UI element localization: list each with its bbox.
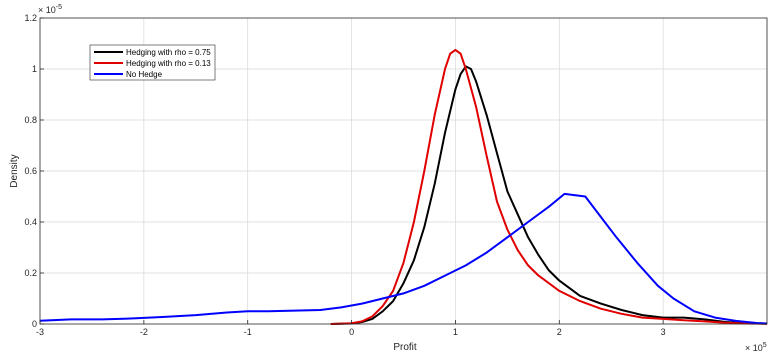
legend-label-1: Hedging with rho = 0.75: [126, 48, 211, 57]
x-axis-label: Profit: [393, 342, 417, 353]
y-axis-label: Density: [9, 154, 20, 187]
series-line-2: [330, 48, 768, 325]
y-exponent-base: × 10: [38, 5, 56, 15]
y-tick-label: 0.4: [24, 217, 37, 227]
series-line-1: [330, 65, 768, 325]
legend: Hedging with rho = 0.75 Hedging with rho …: [89, 44, 216, 81]
x-exponent-base: × 10: [745, 343, 763, 353]
x-tick-label: 0: [349, 327, 354, 337]
y-tick-label: 0.8: [24, 115, 37, 125]
y-tick-label: 0.2: [24, 268, 37, 278]
y-tick-label: 0.6: [24, 166, 37, 176]
legend-label-3: No Hedge: [126, 70, 163, 79]
y-exponent-label: × 10-5: [38, 4, 62, 15]
series-line-3: [39, 192, 768, 325]
x-tick-label: -1: [244, 327, 252, 337]
x-tick-label: 1: [453, 327, 458, 337]
y-tick-label: 1.2: [24, 13, 37, 23]
x-exponent-power: 5: [763, 342, 767, 349]
legend-entries: Hedging with rho = 0.75 Hedging with rho …: [94, 48, 211, 79]
series-lines: [39, 48, 768, 325]
y-exponent-power: -5: [56, 4, 62, 11]
x-tick-label: 3: [661, 327, 666, 337]
x-tick-label: -3: [36, 327, 44, 337]
x-exponent-label: × 105: [745, 342, 767, 353]
axis-ticks: -3 -2 -1 0 1 2 3 0 0.2 0.4 0.6 0.8 1 1.2: [24, 13, 665, 337]
legend-label-2: Hedging with rho = 0.13: [126, 59, 211, 68]
y-tick-label: 1: [32, 64, 37, 74]
y-tick-label: 0: [32, 319, 37, 329]
x-tick-label: 2: [557, 327, 562, 337]
x-tick-label: -2: [140, 327, 148, 337]
